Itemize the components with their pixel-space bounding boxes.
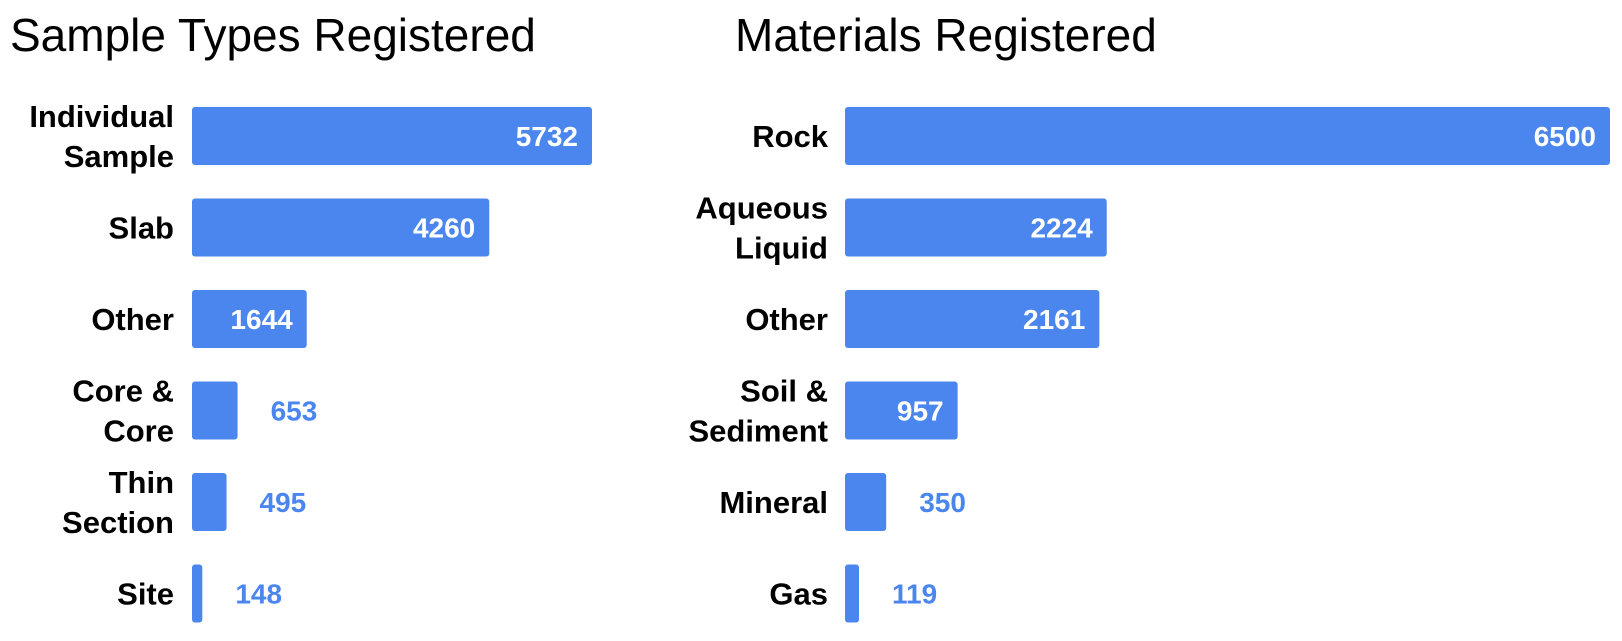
value-label-1-1: 2224 <box>1030 213 1093 244</box>
bar-0-4 <box>192 473 227 531</box>
value-label-1-0: 6500 <box>1534 121 1596 152</box>
category-label-1-1: Aqueous Liquid <box>695 191 828 266</box>
chart-title-materials: Materials Registered <box>735 9 1157 61</box>
category-label-0-1: Slab <box>109 211 174 246</box>
category-label-1-5: Gas <box>769 577 828 612</box>
bar-0-5 <box>192 564 203 623</box>
value-label-0-0: 5732 <box>516 121 578 152</box>
value-label-1-3: 957 <box>897 396 944 427</box>
value-label-0-3: 653 <box>271 396 318 427</box>
value-label-0-5: 148 <box>235 579 282 610</box>
category-label-0-5: Site <box>117 577 174 612</box>
value-label-1-2: 2161 <box>1023 304 1085 335</box>
value-label-1-4: 350 <box>919 487 966 518</box>
bar-0-0 <box>192 107 592 165</box>
bar-1-4 <box>845 473 887 531</box>
category-label-1-4: Mineral <box>719 485 828 520</box>
value-label-0-1: 4260 <box>413 213 475 244</box>
category-label-0-3: Core & Core <box>72 374 174 449</box>
value-label-1-5: 119 <box>892 579 937 610</box>
bar-0-3 <box>192 381 238 440</box>
category-label-1-2: Other <box>745 302 828 337</box>
bar-1-5 <box>845 564 860 623</box>
category-label-1-3: Soil & Sediment <box>688 374 828 449</box>
bar-0-1 <box>192 198 490 257</box>
chart-title-sample-types: Sample Types Registered <box>10 9 536 61</box>
bar-1-3 <box>845 381 958 440</box>
category-label-0-4: Thin Section <box>62 465 174 540</box>
bar-1-0 <box>845 107 1610 165</box>
category-label-0-2: Other <box>91 302 174 337</box>
bar-1-2 <box>845 290 1100 348</box>
value-label-0-4: 495 <box>260 487 307 518</box>
value-label-0-2: 1644 <box>230 304 293 335</box>
category-label-0-0: Individual Sample <box>29 99 174 174</box>
bar-0-2 <box>192 290 307 348</box>
category-label-1-0: Rock <box>752 119 829 154</box>
bar-1-1 <box>845 198 1107 257</box>
